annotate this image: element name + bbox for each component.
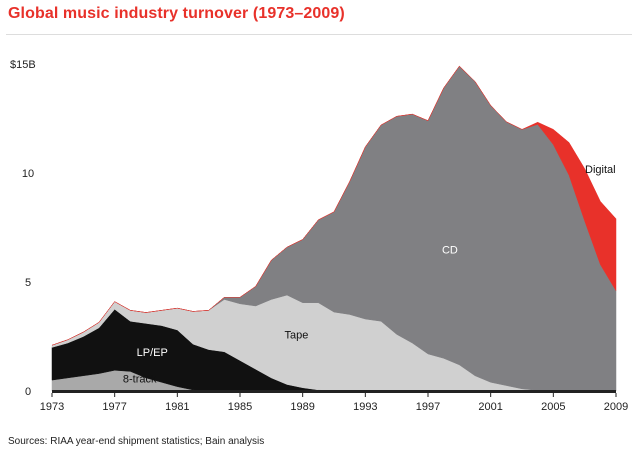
series-label-digital: Digital [585,164,616,176]
area-digital [51,65,617,346]
y-tick-label: 10 [22,168,34,180]
x-tick-label: 1993 [353,401,377,413]
x-tick-label: 1989 [290,401,314,413]
x-axis-ticks: 1973 1977 1981 1985 1989 1993 1997 2001 2005 2009 [40,393,628,413]
x-tick-label: 1985 [228,401,252,413]
y-axis-ticks: 0 5 10 $15B [10,59,36,398]
x-tick-label: 2005 [541,401,565,413]
x-tick-label: 2001 [478,401,502,413]
y-tick-label: 0 [25,386,31,398]
x-tick-label: 1973 [40,401,64,413]
x-tick-label: 2009 [604,401,628,413]
chart-areas [51,65,617,392]
chart-title: Global music industry turnover (1973–200… [8,5,345,22]
series-label-8-track: 8-track [123,374,157,386]
series-label-cd: CD [442,245,458,257]
source-note: Sources: RIAA year-end shipment statisti… [8,436,265,447]
x-tick-label: 1981 [165,401,189,413]
series-label-tape: Tape [284,330,308,342]
y-tick-label: 5 [25,277,31,289]
series-label-lp-ep: LP/EP [137,347,168,359]
x-tick-label: 1997 [416,401,440,413]
series-labels: LP/EP 8-track Tape CD Digital [123,164,616,386]
title-divider [6,34,632,35]
x-tick-label: 1977 [102,401,126,413]
y-tick-label: $15B [10,59,36,71]
